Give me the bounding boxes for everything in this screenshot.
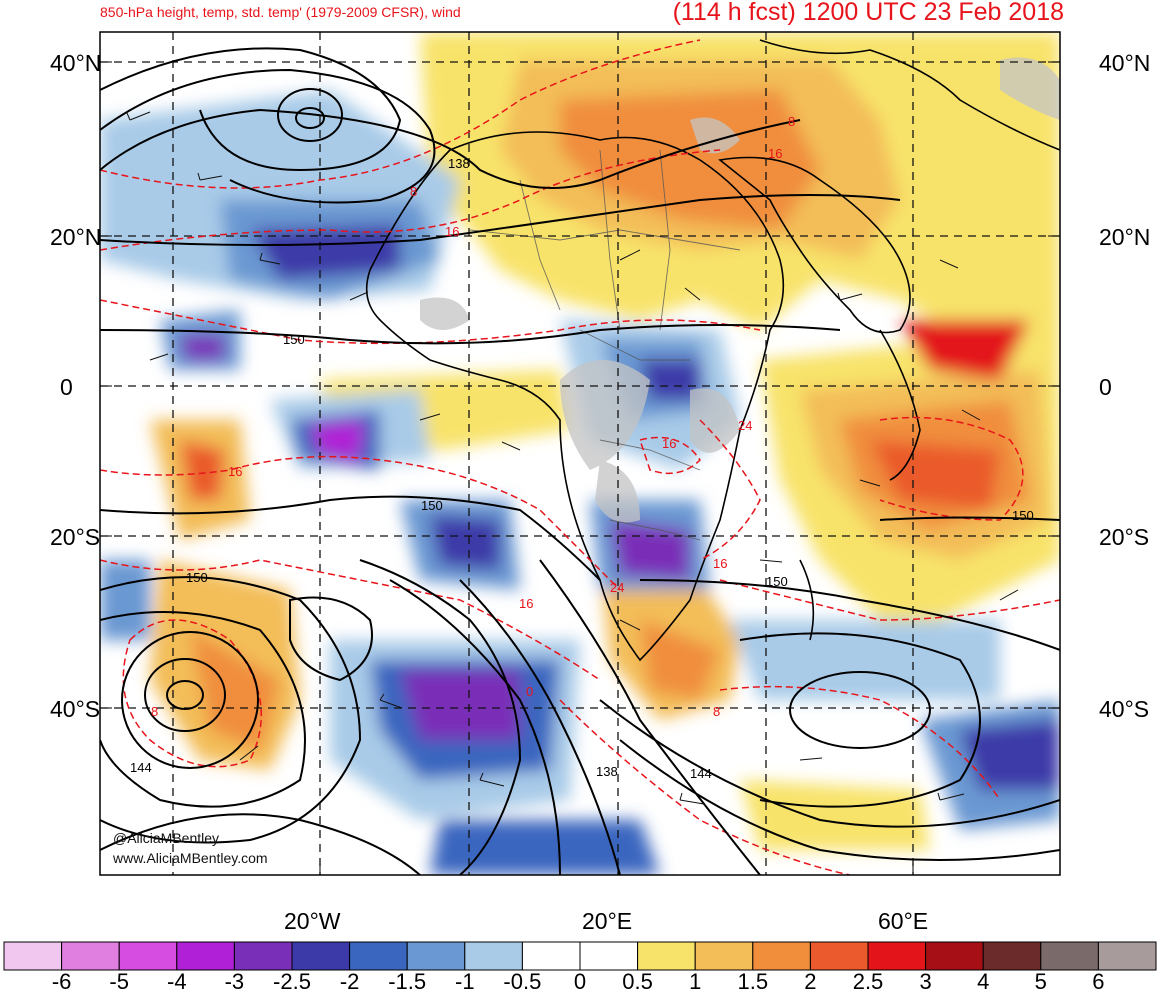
colorbar-label: 1.5 (737, 969, 769, 994)
height-contour-label: 144 (690, 766, 712, 781)
height-contour-label: 150 (283, 332, 305, 347)
lat-label-20n-right: 20°N (1099, 224, 1151, 250)
height-contour-label: 138 (596, 764, 618, 779)
credit-twitter: @AliciaMBentley (113, 830, 220, 846)
colorbar-label: 2.5 (852, 969, 884, 994)
colorbar-label: 2 (804, 969, 817, 994)
colorbar-label: -2 (339, 969, 360, 994)
height-contour-label: 150 (421, 498, 443, 513)
temperature-contour-label: 0 (526, 684, 533, 699)
map-title: (114 h fcst) 1200 UTC 23 Feb 2018 (672, 0, 1064, 26)
coastlines (365, 39, 1060, 662)
colorbar-label: 0 (573, 969, 587, 994)
colorbar-label: 4 (977, 969, 990, 994)
temperature-contour-label: 8 (713, 704, 720, 719)
lat-label-20s-left: 20°S (50, 524, 101, 550)
temperature-contour-label: 16 (662, 436, 676, 451)
lon-label-20w: 20°W (284, 908, 341, 934)
colorbar-label: 5 (1034, 969, 1047, 994)
lon-label-60e: 60°E (878, 908, 929, 934)
colorbar-label: -0.5 (503, 969, 542, 994)
colorbar-label: -3 (224, 969, 245, 994)
colorbar-label: 0.5 (622, 969, 653, 994)
height-contour-label: 150 (766, 574, 788, 589)
temperature-contour-label: 8 (788, 114, 795, 129)
temperature-contour-label: 24 (610, 580, 624, 595)
lat-label-40s-left: 40°S (50, 696, 101, 722)
lat-label-eq-left: 0 (60, 374, 73, 400)
temperature-contour-label: 8 (151, 704, 158, 719)
colorbar-label: 6 (1092, 969, 1105, 994)
colorbar-label: -1.5 (388, 969, 427, 994)
temperature-contour-label: 16 (713, 556, 727, 571)
height-contour-label: 150 (186, 570, 208, 585)
colorbar-label: -4 (167, 969, 187, 994)
height-contour-label: 150 (1012, 508, 1034, 523)
temperature-contour-label: 16 (445, 224, 459, 239)
height-contour-label: 144 (130, 760, 152, 775)
height-contour-label: 138 (448, 156, 470, 171)
colorbar-label: -1 (455, 969, 475, 994)
colorbar-label: -2.5 (273, 969, 311, 994)
lat-label-40s-right: 40°S (1099, 696, 1150, 722)
temperature-contour-label: 24 (738, 418, 752, 433)
lat-label-40n-left: 40°N (50, 50, 102, 76)
axis-ticks (100, 61, 1060, 875)
temperature-contour-label: 16 (519, 596, 533, 611)
colorbar-label: -5 (109, 969, 129, 994)
wind-barbs (126, 111, 1019, 805)
colorbar-label: -6 (51, 969, 72, 994)
lat-label-20n-left: 20°N (50, 224, 102, 250)
lat-label-eq-right: 0 (1099, 374, 1112, 400)
temperature-contour-labels: 8 16 16 16 24 24 16 8 8 16 0 16 8 (151, 114, 795, 719)
credit-website: www.AliciaMBentley.com (113, 850, 268, 866)
map-subtitle: 850-hPa height, temp, std. temp' (1979-2… (100, 4, 461, 20)
temperature-contours (100, 39, 1060, 875)
map-frame (99, 31, 1061, 876)
temperature-contour-label: 16 (228, 464, 242, 479)
lon-label-20e: 20°E (582, 908, 633, 934)
colorbar-label: 1 (689, 969, 702, 994)
temperature-contour-label: 16 (768, 146, 782, 161)
temperature-anomaly-shading (100, 32, 1060, 875)
height-contour-labels: 138 150 150 150 150 144 138 144 150 (130, 156, 1034, 781)
country-borders (469, 149, 741, 541)
lat-label-20s-right: 20°S (1099, 524, 1150, 550)
graticule (100, 32, 1060, 875)
temperature-contour-label: 8 (410, 184, 417, 199)
lat-label-40n-right: 40°N (1099, 50, 1151, 76)
colorbar-label: 3 (919, 969, 932, 994)
height-contours (100, 47, 1060, 875)
